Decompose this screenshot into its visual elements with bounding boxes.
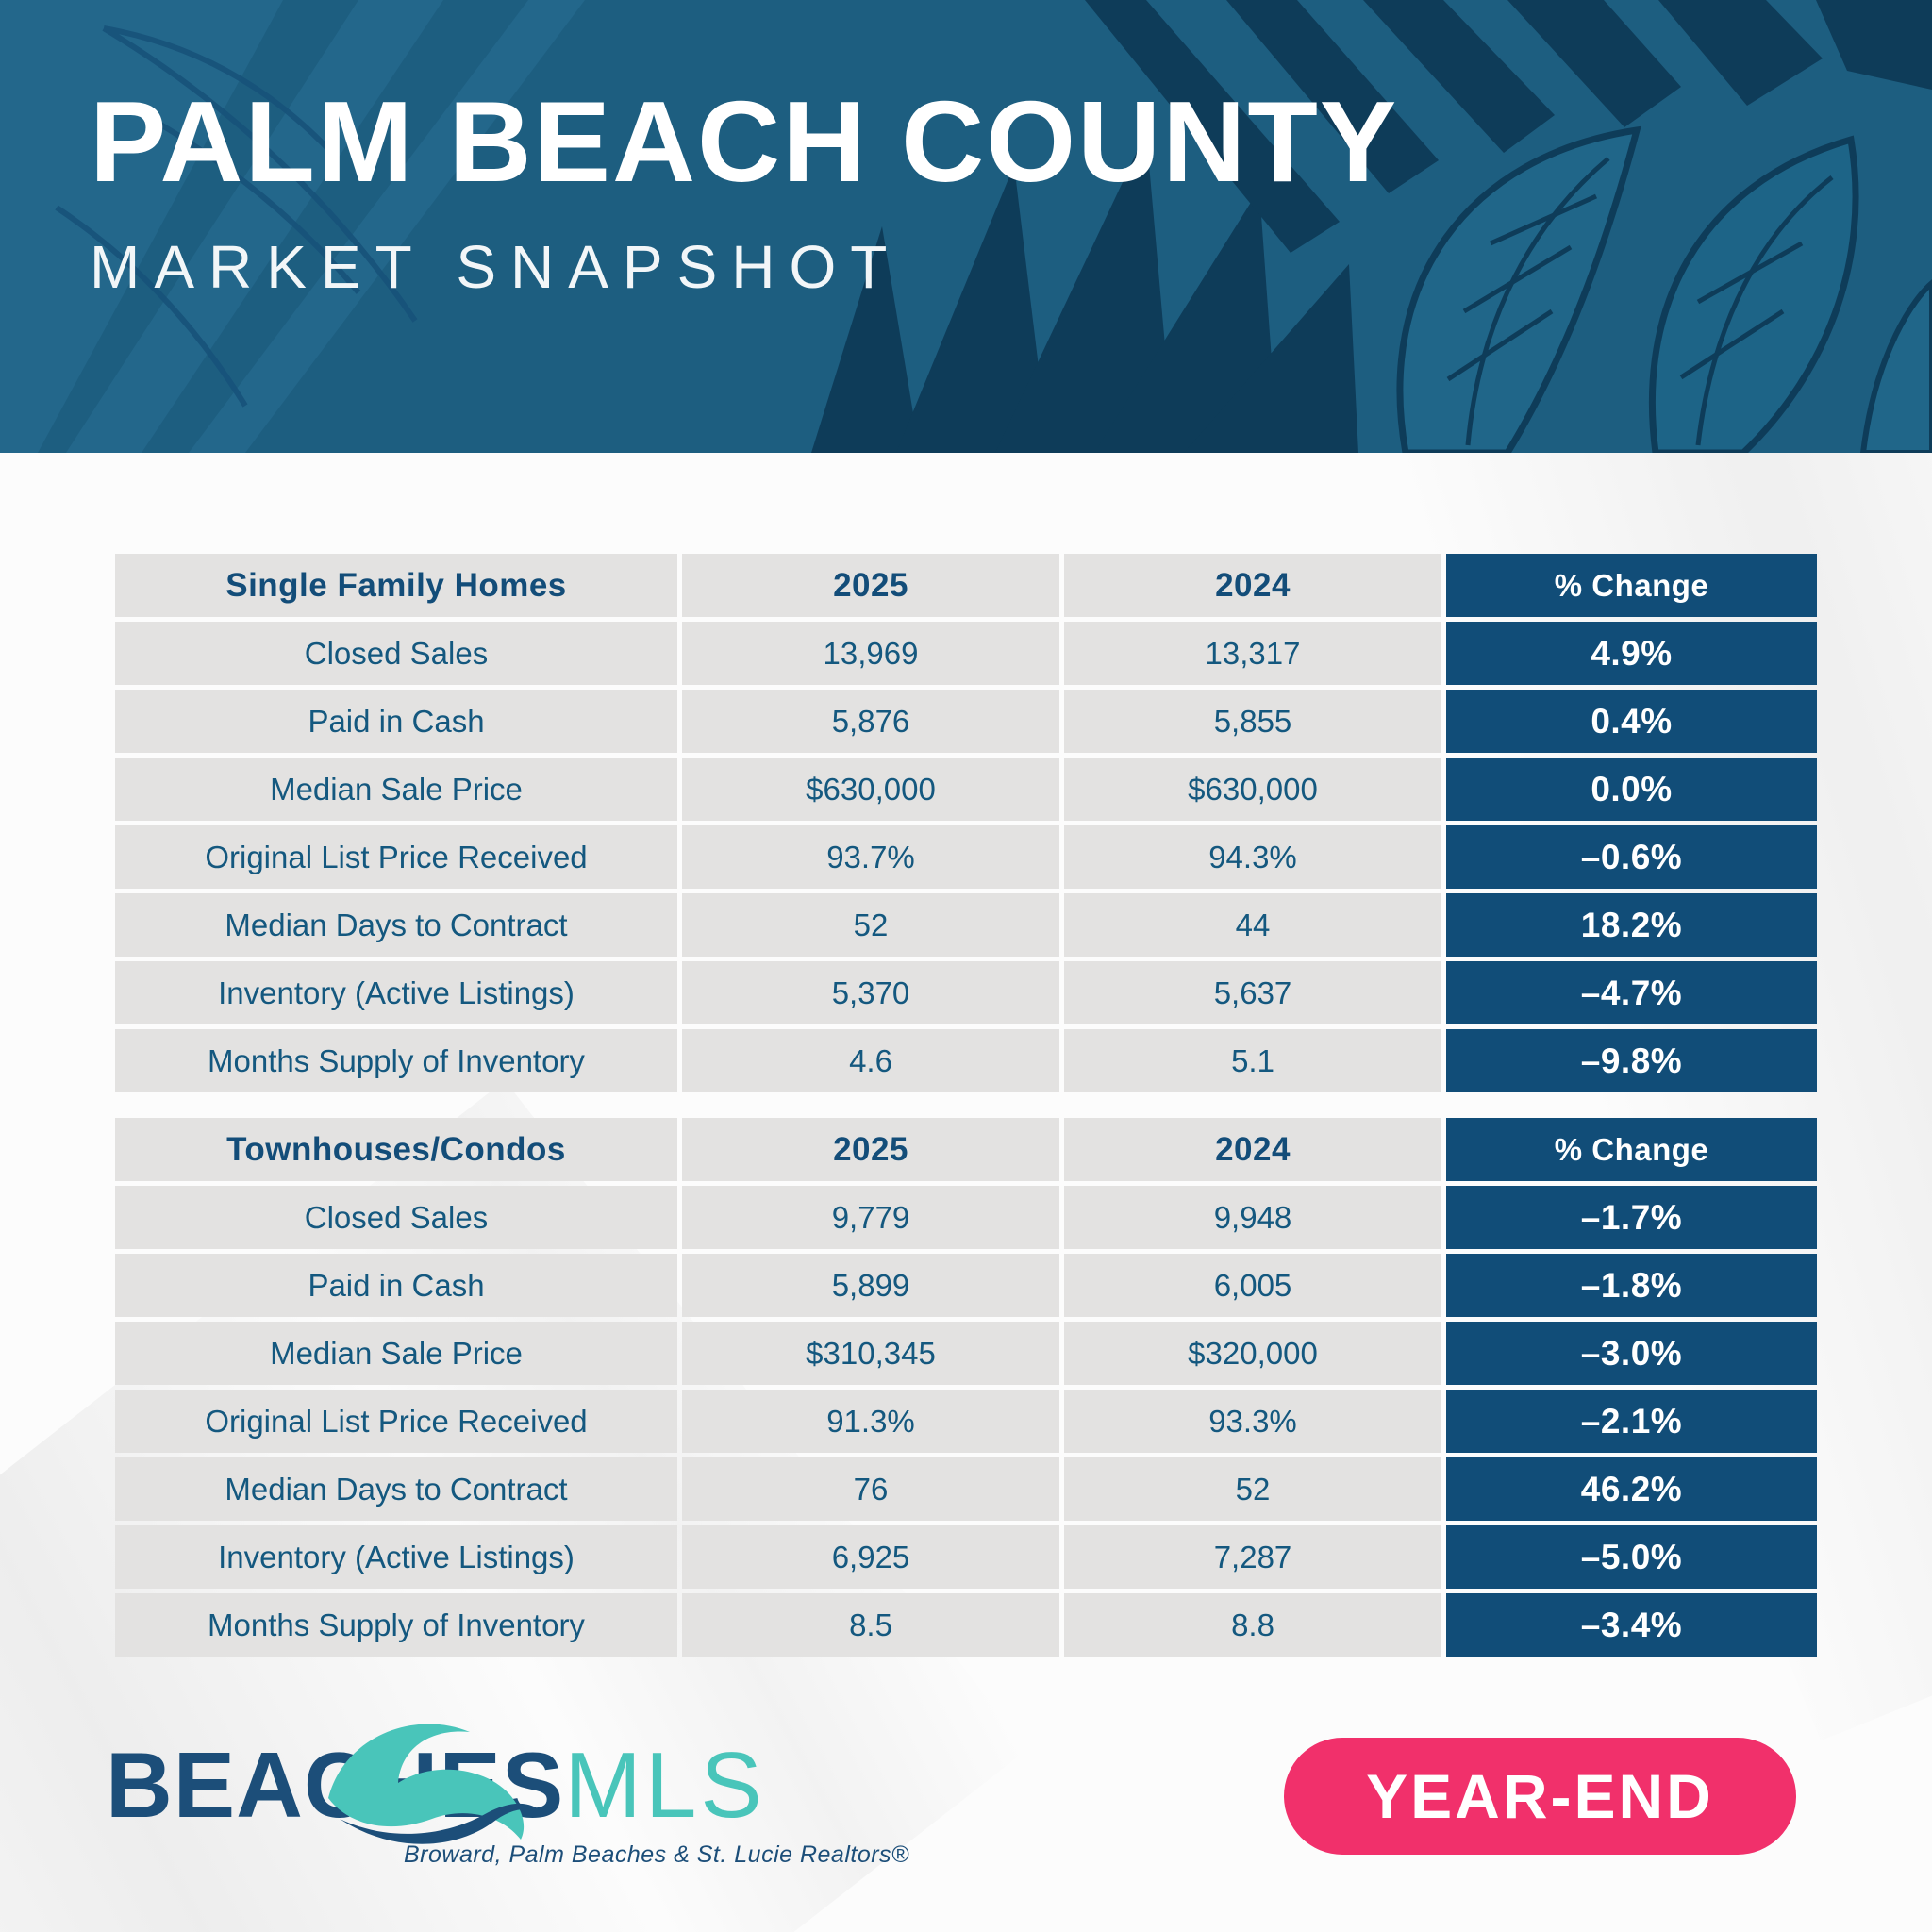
value-2025: 9,779 bbox=[682, 1186, 1059, 1249]
value-change: –5.0% bbox=[1446, 1525, 1817, 1589]
value-change: 0.0% bbox=[1446, 758, 1817, 821]
value-change: –2.1% bbox=[1446, 1390, 1817, 1453]
value-2024: 52 bbox=[1064, 1457, 1441, 1521]
value-2025: 91.3% bbox=[682, 1390, 1059, 1453]
value-change: –0.6% bbox=[1446, 825, 1817, 889]
value-change: 0.4% bbox=[1446, 690, 1817, 753]
value-2024: 13,317 bbox=[1064, 622, 1441, 685]
row-label: Months Supply of Inventory bbox=[115, 1593, 677, 1657]
value-2024: 9,948 bbox=[1064, 1186, 1441, 1249]
value-2024: 5,637 bbox=[1064, 961, 1441, 1024]
row-label: Median Sale Price bbox=[115, 1322, 677, 1385]
value-2025: 6,925 bbox=[682, 1525, 1059, 1589]
row-label: Median Days to Contract bbox=[115, 1457, 677, 1521]
row-label: Median Sale Price bbox=[115, 758, 677, 821]
row-label: Original List Price Received bbox=[115, 825, 677, 889]
tropical-leaves-decoration bbox=[0, 0, 1932, 453]
page-subtitle: MARKET SNAPSHOT bbox=[90, 233, 902, 302]
row-label: Paid in Cash bbox=[115, 1254, 677, 1317]
value-2025: $310,345 bbox=[682, 1322, 1059, 1385]
wave-icon bbox=[328, 1724, 543, 1844]
value-2025: 76 bbox=[682, 1457, 1059, 1521]
row-label: Inventory (Active Listings) bbox=[115, 961, 677, 1024]
value-change: –1.7% bbox=[1446, 1186, 1817, 1249]
row-label: Original List Price Received bbox=[115, 1390, 677, 1453]
logo-tagline: Broward, Palm Beaches & St. Lucie Realto… bbox=[404, 1841, 909, 1868]
table-category-header: Townhouses/Condos bbox=[115, 1118, 677, 1181]
table-category-header: Single Family Homes bbox=[115, 554, 677, 617]
value-2024: 7,287 bbox=[1064, 1525, 1441, 1589]
value-2024: $630,000 bbox=[1064, 758, 1441, 821]
value-2025: 5,899 bbox=[682, 1254, 1059, 1317]
single-family-homes-table: Single Family Homes 2025 2024 % Change C… bbox=[115, 554, 1818, 1092]
townhouses-condos-table: Townhouses/Condos 2025 2024 % Change Clo… bbox=[115, 1118, 1818, 1657]
value-change: –9.8% bbox=[1446, 1029, 1817, 1092]
value-2025: 8.5 bbox=[682, 1593, 1059, 1657]
value-2025: $630,000 bbox=[682, 758, 1059, 821]
value-change: –3.4% bbox=[1446, 1593, 1817, 1657]
value-change: –3.0% bbox=[1446, 1322, 1817, 1385]
value-2024: 5.1 bbox=[1064, 1029, 1441, 1092]
row-label: Median Days to Contract bbox=[115, 893, 677, 957]
beaches-mls-logo: BEACHESMLS bbox=[106, 1724, 766, 1844]
year-end-badge: YEAR-END bbox=[1284, 1738, 1796, 1855]
value-2025: 13,969 bbox=[682, 622, 1059, 685]
value-2024: 5,855 bbox=[1064, 690, 1441, 753]
value-2025: 93.7% bbox=[682, 825, 1059, 889]
hero-banner: PALM BEACH COUNTY MARKET SNAPSHOT bbox=[0, 0, 1932, 453]
value-2024: $320,000 bbox=[1064, 1322, 1441, 1385]
value-2025: 4.6 bbox=[682, 1029, 1059, 1092]
row-label: Paid in Cash bbox=[115, 690, 677, 753]
value-change: –4.7% bbox=[1446, 961, 1817, 1024]
value-2024: 93.3% bbox=[1064, 1390, 1441, 1453]
value-change: –1.8% bbox=[1446, 1254, 1817, 1317]
value-2025: 5,876 bbox=[682, 690, 1059, 753]
value-change: 4.9% bbox=[1446, 622, 1817, 685]
column-header-change: % Change bbox=[1446, 1118, 1817, 1181]
value-2024: 6,005 bbox=[1064, 1254, 1441, 1317]
column-header-change: % Change bbox=[1446, 554, 1817, 617]
row-label: Inventory (Active Listings) bbox=[115, 1525, 677, 1589]
value-2025: 5,370 bbox=[682, 961, 1059, 1024]
value-change: 46.2% bbox=[1446, 1457, 1817, 1521]
row-label: Closed Sales bbox=[115, 622, 677, 685]
column-header-2025: 2025 bbox=[682, 554, 1059, 617]
value-2024: 44 bbox=[1064, 893, 1441, 957]
value-2025: 52 bbox=[682, 893, 1059, 957]
row-label: Months Supply of Inventory bbox=[115, 1029, 677, 1092]
page-title: PALM BEACH COUNTY bbox=[90, 77, 1399, 206]
value-2024: 94.3% bbox=[1064, 825, 1441, 889]
logo-mls-text: MLS bbox=[564, 1733, 766, 1837]
value-2024: 8.8 bbox=[1064, 1593, 1441, 1657]
column-header-2025: 2025 bbox=[682, 1118, 1059, 1181]
column-header-2024: 2024 bbox=[1064, 1118, 1441, 1181]
column-header-2024: 2024 bbox=[1064, 554, 1441, 617]
value-change: 18.2% bbox=[1446, 893, 1817, 957]
market-tables: Single Family Homes 2025 2024 % Change C… bbox=[115, 554, 1818, 1657]
row-label: Closed Sales bbox=[115, 1186, 677, 1249]
